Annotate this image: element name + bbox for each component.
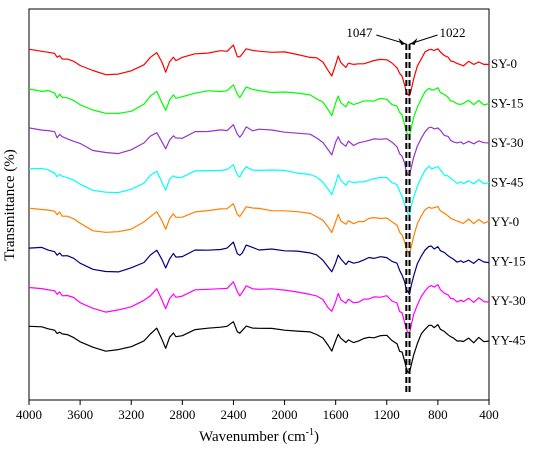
x-tick-label-4000: 4000 bbox=[16, 407, 42, 422]
series-label-yy-30: YY-30 bbox=[491, 293, 526, 308]
annotation-arrowhead-1022 bbox=[410, 38, 418, 45]
annotation-label-1047: 1047 bbox=[346, 25, 373, 40]
x-tick-label-3600: 3600 bbox=[67, 407, 93, 422]
series-label-sy-30: SY-30 bbox=[491, 135, 524, 150]
x-tick-label-1600: 1600 bbox=[323, 407, 349, 422]
series-label-yy-15: YY-15 bbox=[491, 254, 526, 269]
series-line-yy-15 bbox=[28, 241, 490, 296]
series-line-sy-15 bbox=[28, 84, 490, 136]
x-tick-label-1200: 1200 bbox=[374, 407, 400, 422]
series-line-sy-0 bbox=[28, 44, 489, 97]
y-axis-title: Transmittance (%) bbox=[2, 149, 18, 261]
series-line-yy-0 bbox=[28, 203, 490, 254]
series-label-sy-15: SY-15 bbox=[491, 96, 524, 111]
x-tick-label-2400: 2400 bbox=[220, 407, 246, 422]
x-axis-ticks: 4000 3600 3200 2800 2400 2000 1600 1200 800 400 bbox=[16, 400, 499, 422]
series-line-yy-30 bbox=[28, 281, 490, 334]
series-label-yy-45: YY-45 bbox=[491, 333, 526, 348]
x-tick-label-2000: 2000 bbox=[272, 407, 298, 422]
x-axis-title: Wavenumber (cm-1) bbox=[199, 427, 319, 445]
series-label-sy-45: SY-45 bbox=[491, 175, 524, 190]
series-line-sy-45 bbox=[28, 164, 490, 216]
spectra-group: SY-0 SY-15 SY-30 SY-45 YY-0 YY-15 YY-30 YY-45 bbox=[28, 44, 526, 374]
x-tick-label-800: 800 bbox=[428, 407, 448, 422]
x-tick-label-2800: 2800 bbox=[169, 407, 195, 422]
annotations-group: 1047 1022 bbox=[346, 25, 466, 395]
x-tick-label-400: 400 bbox=[479, 407, 499, 422]
plot-frame bbox=[28, 8, 490, 401]
series-label-yy-0: YY-0 bbox=[491, 214, 519, 229]
series-label-sy-0: SY-0 bbox=[491, 56, 517, 71]
series-line-sy-30 bbox=[28, 124, 490, 176]
x-tick-label-3200: 3200 bbox=[118, 407, 144, 422]
annotation-label-1022: 1022 bbox=[440, 25, 466, 40]
series-line-yy-45 bbox=[28, 321, 490, 374]
annotation-arrowhead-1047 bbox=[398, 38, 406, 45]
